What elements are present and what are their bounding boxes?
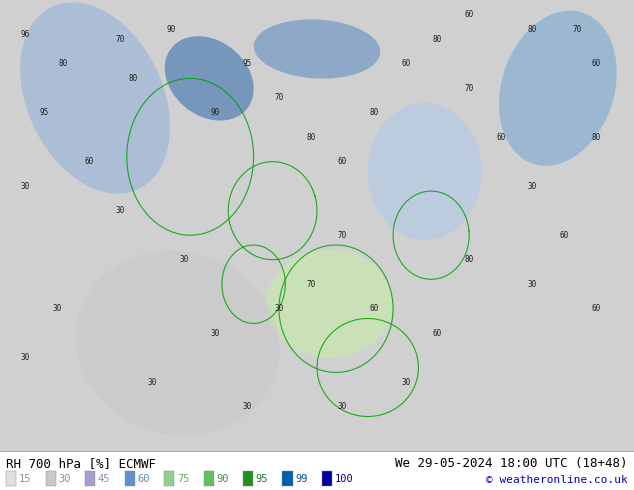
Ellipse shape bbox=[165, 36, 254, 121]
Text: 95: 95 bbox=[243, 59, 252, 68]
Text: 75: 75 bbox=[177, 474, 190, 484]
Text: 95: 95 bbox=[40, 108, 49, 117]
Text: 60: 60 bbox=[84, 157, 93, 166]
Text: RH 700 hPa [%] ECMWF: RH 700 hPa [%] ECMWF bbox=[6, 457, 157, 469]
Text: 80: 80 bbox=[129, 74, 138, 83]
Text: 80: 80 bbox=[433, 35, 442, 44]
Text: 70: 70 bbox=[306, 280, 315, 289]
Text: We 29-05-2024 18:00 UTC (18+48): We 29-05-2024 18:00 UTC (18+48) bbox=[395, 457, 628, 469]
Text: 80: 80 bbox=[592, 133, 600, 142]
FancyBboxPatch shape bbox=[243, 471, 253, 486]
Text: 60: 60 bbox=[592, 59, 600, 68]
Ellipse shape bbox=[499, 11, 617, 166]
Ellipse shape bbox=[20, 2, 170, 194]
Text: 60: 60 bbox=[560, 231, 569, 240]
Text: 80: 80 bbox=[528, 25, 537, 34]
FancyBboxPatch shape bbox=[322, 471, 332, 486]
Text: 60: 60 bbox=[496, 133, 505, 142]
Text: 70: 70 bbox=[275, 94, 283, 102]
Text: 30: 30 bbox=[243, 402, 252, 411]
Text: 80: 80 bbox=[59, 59, 68, 68]
Text: 60: 60 bbox=[370, 304, 378, 313]
FancyBboxPatch shape bbox=[125, 471, 135, 486]
Text: 30: 30 bbox=[275, 304, 283, 313]
Text: 30: 30 bbox=[58, 474, 71, 484]
Ellipse shape bbox=[266, 250, 393, 358]
FancyBboxPatch shape bbox=[46, 471, 56, 486]
Text: 90: 90 bbox=[216, 474, 229, 484]
Text: 80: 80 bbox=[306, 133, 315, 142]
Text: 30: 30 bbox=[21, 182, 30, 191]
Text: 60: 60 bbox=[338, 157, 347, 166]
Ellipse shape bbox=[368, 103, 482, 240]
Text: 60: 60 bbox=[465, 10, 474, 19]
FancyBboxPatch shape bbox=[283, 471, 293, 486]
FancyBboxPatch shape bbox=[204, 471, 214, 486]
Text: 70: 70 bbox=[573, 25, 581, 34]
FancyBboxPatch shape bbox=[85, 471, 95, 486]
FancyBboxPatch shape bbox=[0, 0, 634, 451]
Text: 30: 30 bbox=[211, 329, 220, 338]
Text: 30: 30 bbox=[148, 378, 157, 387]
Text: 45: 45 bbox=[98, 474, 110, 484]
Text: 15: 15 bbox=[19, 474, 32, 484]
Ellipse shape bbox=[254, 20, 380, 78]
Text: 99: 99 bbox=[295, 474, 307, 484]
Text: 60: 60 bbox=[401, 59, 410, 68]
FancyBboxPatch shape bbox=[0, 451, 634, 490]
Ellipse shape bbox=[75, 250, 280, 436]
Text: 30: 30 bbox=[401, 378, 410, 387]
Text: 30: 30 bbox=[179, 255, 188, 264]
Text: 70: 70 bbox=[465, 84, 474, 93]
Text: 80: 80 bbox=[465, 255, 474, 264]
Text: 60: 60 bbox=[592, 304, 600, 313]
Text: 96: 96 bbox=[21, 30, 30, 39]
Text: 100: 100 bbox=[335, 474, 353, 484]
Text: 30: 30 bbox=[53, 304, 61, 313]
Text: 95: 95 bbox=[256, 474, 268, 484]
Text: 30: 30 bbox=[116, 206, 125, 215]
FancyBboxPatch shape bbox=[164, 471, 174, 486]
Text: 70: 70 bbox=[338, 231, 347, 240]
Text: 60: 60 bbox=[138, 474, 150, 484]
Text: © weatheronline.co.uk: © weatheronline.co.uk bbox=[486, 475, 628, 485]
Text: 30: 30 bbox=[21, 353, 30, 362]
Text: 60: 60 bbox=[433, 329, 442, 338]
Text: 70: 70 bbox=[116, 35, 125, 44]
FancyBboxPatch shape bbox=[6, 471, 16, 486]
Text: 90: 90 bbox=[167, 25, 176, 34]
Text: 30: 30 bbox=[528, 182, 537, 191]
Text: 80: 80 bbox=[370, 108, 378, 117]
Text: 30: 30 bbox=[338, 402, 347, 411]
Text: 90: 90 bbox=[211, 108, 220, 117]
Text: 30: 30 bbox=[528, 280, 537, 289]
